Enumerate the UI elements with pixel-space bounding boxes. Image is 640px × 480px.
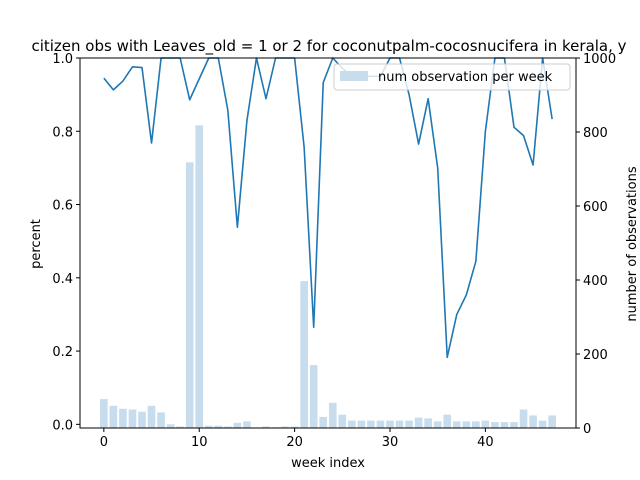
bar	[128, 409, 137, 428]
bar	[491, 422, 499, 428]
bar	[424, 418, 432, 428]
bar	[338, 414, 347, 428]
bar	[281, 426, 289, 428]
bar	[100, 399, 108, 428]
x-tick-label: 30	[382, 435, 399, 450]
bar	[395, 420, 404, 428]
x-axis: 0 10 20 30 40	[100, 428, 494, 450]
y-right-tick-label: 0	[583, 422, 591, 437]
y-left-tick-label: 0.6	[52, 199, 73, 214]
y-axis-right: 0 200 400 600 800 1000	[576, 52, 616, 437]
bar	[529, 415, 537, 428]
chart-title: citizen obs with Leaves_old = 1 or 2 for…	[31, 37, 626, 56]
bar	[472, 421, 480, 428]
bar	[224, 426, 232, 428]
bar	[548, 415, 556, 428]
bar	[204, 425, 213, 428]
bar	[348, 420, 356, 428]
bar	[119, 408, 127, 428]
bar	[510, 422, 518, 428]
bar	[166, 424, 175, 428]
bar	[185, 162, 194, 428]
y-axis-right-label: number of observations	[625, 166, 640, 321]
bar	[233, 422, 242, 428]
y-axis-left: 0.0 0.2 0.4 0.6 0.8 1.0	[52, 52, 80, 433]
y-left-tick-label: 0.4	[52, 272, 73, 287]
x-tick-label: 0	[100, 435, 108, 450]
bar	[328, 402, 337, 428]
bar	[481, 420, 490, 428]
bar	[262, 426, 270, 428]
y-left-tick-label: 0.2	[52, 345, 73, 360]
bar	[319, 416, 328, 428]
plot-frame	[79, 57, 577, 429]
bar	[109, 405, 118, 428]
y-left-tick-label: 0.8	[52, 125, 73, 140]
y-left-tick-label: 1.0	[52, 52, 73, 67]
x-tick-label: 10	[191, 435, 208, 450]
legend-swatch	[340, 71, 368, 81]
bar	[300, 281, 308, 428]
bar	[176, 426, 184, 428]
bar	[214, 425, 223, 428]
y-axis-left-label: percent	[29, 219, 44, 269]
bar	[138, 411, 146, 428]
bar	[462, 421, 471, 428]
legend: num observation per week	[333, 63, 571, 91]
bar	[243, 421, 251, 428]
bar	[386, 420, 394, 428]
bar	[519, 409, 528, 428]
y-right-tick-label: 600	[583, 200, 608, 215]
bar	[147, 405, 156, 428]
bar-series	[100, 125, 556, 428]
y-right-tick-label: 1000	[583, 52, 616, 67]
x-tick-label: 20	[286, 435, 303, 450]
bar	[357, 420, 366, 428]
bar	[500, 422, 509, 428]
y-right-tick-label: 200	[583, 348, 608, 363]
legend-label: num observation per week	[378, 70, 553, 85]
y-right-tick-label: 400	[583, 274, 608, 289]
legend-box	[333, 63, 571, 91]
bar	[405, 420, 413, 428]
bar	[157, 412, 165, 428]
y-left-tick-label: 0.0	[52, 418, 73, 433]
bar	[309, 365, 318, 428]
bar	[452, 421, 461, 428]
y-right-tick-label: 800	[583, 126, 608, 141]
x-tick-label: 40	[477, 435, 494, 450]
bar	[367, 420, 375, 428]
bar	[290, 426, 299, 428]
x-axis-label: week index	[291, 456, 365, 471]
bar	[414, 417, 423, 428]
bar	[433, 421, 442, 428]
bar	[538, 420, 547, 428]
bar	[443, 414, 452, 428]
bar	[376, 420, 385, 428]
bar	[195, 125, 204, 428]
